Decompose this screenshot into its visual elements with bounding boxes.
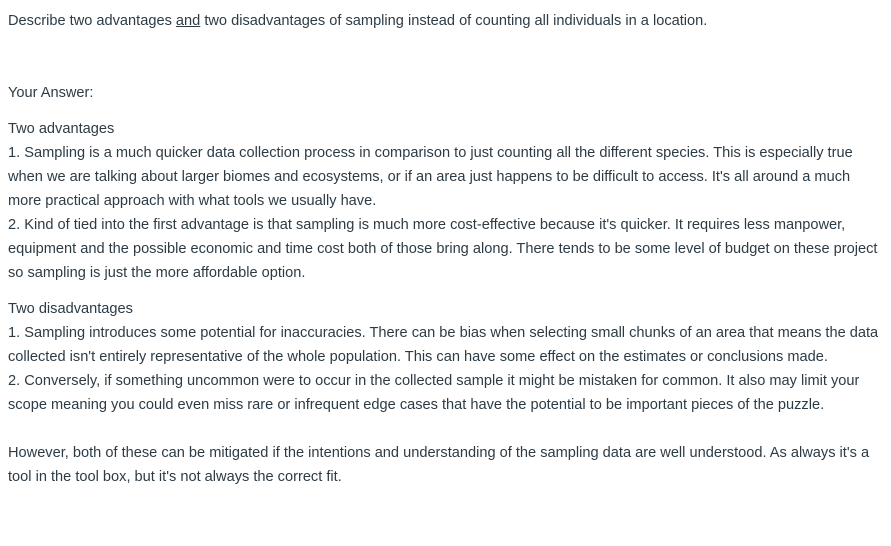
disadvantages-section: Two disadvantages 1. Sampling introduces… bbox=[8, 297, 886, 417]
disadvantages-heading: Two disadvantages bbox=[8, 301, 133, 317]
advantages-heading: Two advantages bbox=[8, 121, 115, 137]
question-text: Describe two advantages and two disadvan… bbox=[8, 9, 885, 33]
answer-label: Your Answer: bbox=[8, 85, 94, 101]
question-suffix: two disadvantages of sampling instead of… bbox=[200, 13, 708, 29]
question-prefix: Describe two advantages bbox=[8, 13, 176, 29]
conclusion-text: However, both of these can be mitigated … bbox=[8, 445, 870, 485]
question-emphasis: and bbox=[175, 13, 201, 29]
advantage-item: 1. Sampling is a much quicker data colle… bbox=[8, 145, 853, 209]
disadvantage-item: 2. Conversely, if something uncommon wer… bbox=[8, 373, 860, 413]
conclusion-section: However, both of these can be mitigated … bbox=[8, 441, 886, 489]
advantages-section: Two advantages 1. Sampling is a much qui… bbox=[8, 117, 886, 285]
disadvantage-item: 1. Sampling introduces some potential fo… bbox=[8, 325, 879, 365]
advantage-item: 2. Kind of tied into the first advantage… bbox=[8, 217, 878, 281]
student-answer: Two advantages 1. Sampling is a much qui… bbox=[8, 117, 886, 489]
